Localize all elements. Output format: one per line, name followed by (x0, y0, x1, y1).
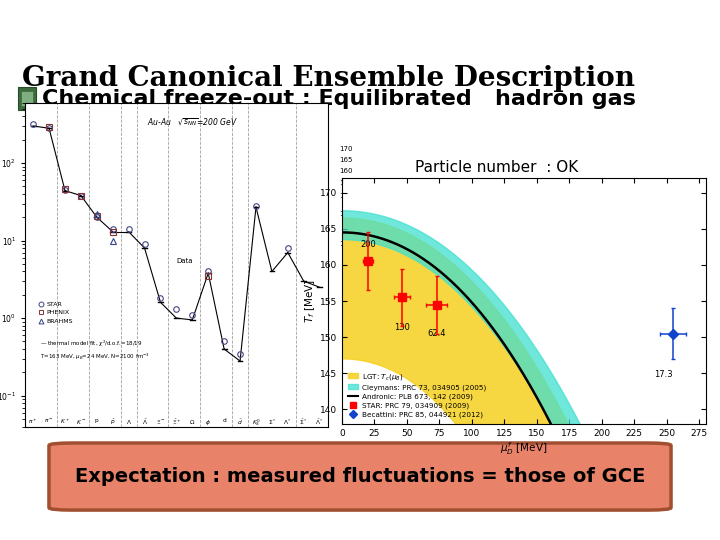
Text: 140: 140 (338, 241, 352, 247)
Text: 130: 130 (394, 323, 410, 332)
Text: $\bar{p}$: $\bar{p}$ (110, 417, 116, 427)
Text: Data: Data (176, 258, 193, 264)
Text: 4: 4 (701, 523, 709, 536)
Text: $\bar{\Lambda}^*$: $\bar{\Lambda}^*$ (315, 417, 324, 427)
Text: ATHIC 2014@Osaka: ATHIC 2014@Osaka (298, 523, 422, 536)
Text: $K^+$: $K^+$ (60, 417, 70, 427)
Text: 160: 160 (338, 168, 352, 174)
Text: 2014 Aug. 07: 2014 Aug. 07 (7, 523, 91, 536)
Text: ~ phase boundary: ~ phase boundary (438, 191, 585, 206)
X-axis label: $\mu_D^f$ [MeV]: $\mu_D^f$ [MeV] (500, 441, 548, 457)
Text: $K^-$: $K^-$ (76, 417, 86, 426)
Text: $\Lambda$: $\Lambda$ (126, 417, 132, 426)
Text: 17.3: 17.3 (654, 370, 672, 379)
FancyBboxPatch shape (49, 443, 671, 510)
Text: $\Omega$: $\Omega$ (189, 417, 195, 426)
Text: $\bar{\Lambda}$: $\bar{\Lambda}$ (142, 417, 148, 427)
Text: $\bar{d}$: $\bar{d}$ (237, 417, 243, 427)
Text: 165: 165 (338, 157, 352, 163)
Text: 155: 155 (338, 180, 352, 186)
Text: 145: 145 (338, 211, 352, 217)
Text: Au-Au   $\sqrt{s_{NN}}$=200 GeV: Au-Au $\sqrt{s_{NN}}$=200 GeV (147, 116, 238, 128)
Text: Particle number  : OK: Particle number : OK (415, 160, 578, 175)
Text: $\Sigma^*$: $\Sigma^*$ (268, 417, 276, 427)
Text: — thermal model fit, $\chi^2$/d.o.f.=18/19: — thermal model fit, $\chi^2$/d.o.f.=18/… (40, 339, 143, 349)
Text: Chemical freeze-out : Equilibrated   hadron gas: Chemical freeze-out : Equilibrated hadro… (42, 89, 636, 109)
Y-axis label: $T_f$ [MeV]: $T_f$ [MeV] (303, 279, 317, 323)
Text: d: d (222, 417, 226, 422)
Text: 150: 150 (338, 193, 352, 199)
Text: T: T (415, 191, 424, 206)
Text: fo: fo (425, 200, 435, 210)
Text: T=163 MeV, $\mu_B$=24 MeV, N=2100 fm$^{-3}$: T=163 MeV, $\mu_B$=24 MeV, N=2100 fm$^{-… (40, 352, 150, 362)
Text: $\Lambda^*$: $\Lambda^*$ (284, 417, 292, 427)
Text: p: p (95, 417, 99, 422)
Text: Kenji Morita (YITP, Kyoto): Kenji Morita (YITP, Kyoto) (9, 8, 228, 23)
Text: 170: 170 (338, 146, 352, 152)
Text: Expectation : measured fluctuations = those of GCE: Expectation : measured fluctuations = th… (75, 467, 645, 486)
Text: $\phi$: $\phi$ (205, 417, 211, 427)
Text: $\bar{\Sigma}^*$: $\bar{\Sigma}^*$ (300, 417, 308, 427)
Text: 200: 200 (360, 240, 376, 249)
Text: $K^0_S$: $K^0_S$ (252, 417, 261, 428)
Text: $\bar{\Xi}^+$: $\bar{\Xi}^+$ (171, 417, 181, 427)
Bar (21, 91, 33, 106)
Bar (18, 87, 36, 110)
Text: $\pi^+$: $\pi^+$ (28, 417, 38, 427)
Legend: STAR, PHENIX, BRAHMS: STAR, PHENIX, BRAHMS (35, 299, 76, 326)
Text: Grand Canonical Ensemble Description: Grand Canonical Ensemble Description (22, 65, 635, 92)
Text: $\pi^-$: $\pi^-$ (45, 417, 54, 426)
Text: 62.4: 62.4 (428, 329, 446, 338)
Legend: LGT: $T_c(\mu_B)$, Cleymans: PRC 73, 034905 (2005), Andronic: PLB 673, 142 (2009: LGT: $T_c(\mu_B)$, Cleymans: PRC 73, 034… (346, 369, 488, 420)
Text: $\Xi^-$: $\Xi^-$ (156, 417, 166, 426)
